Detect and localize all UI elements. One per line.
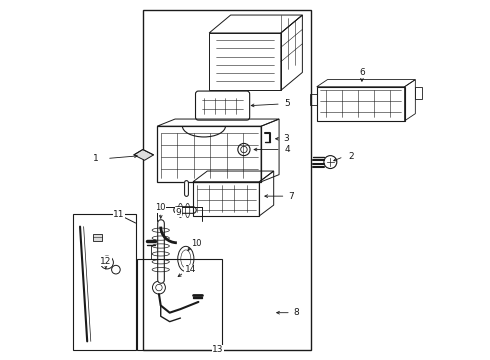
Text: 12: 12 bbox=[100, 257, 112, 266]
Bar bbox=[143, 10, 311, 350]
Text: 10: 10 bbox=[191, 239, 202, 248]
Bar bbox=[310, 94, 317, 105]
Text: 8: 8 bbox=[294, 308, 299, 317]
Text: 2: 2 bbox=[348, 152, 354, 161]
Text: 1: 1 bbox=[93, 154, 99, 163]
Polygon shape bbox=[134, 149, 153, 160]
Text: 4: 4 bbox=[284, 145, 290, 154]
Text: 6: 6 bbox=[359, 68, 365, 77]
Text: 7: 7 bbox=[288, 192, 294, 201]
Bar bbox=[73, 214, 136, 350]
Bar bbox=[137, 259, 221, 350]
Bar bbox=[416, 87, 422, 99]
Text: 13: 13 bbox=[212, 345, 224, 354]
Polygon shape bbox=[93, 234, 101, 241]
Text: 5: 5 bbox=[284, 99, 290, 108]
Text: 3: 3 bbox=[283, 134, 289, 143]
Text: 11: 11 bbox=[113, 210, 124, 219]
Text: 10: 10 bbox=[155, 203, 166, 212]
Text: 14: 14 bbox=[185, 265, 196, 274]
Bar bbox=[193, 182, 259, 216]
Text: 9: 9 bbox=[176, 208, 181, 217]
